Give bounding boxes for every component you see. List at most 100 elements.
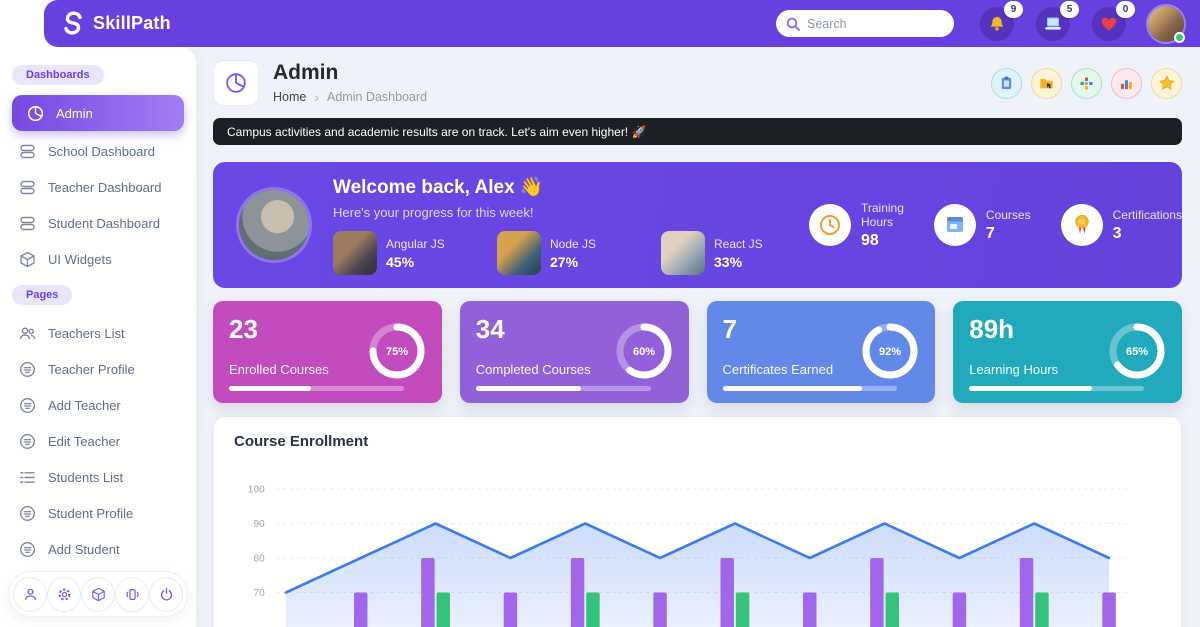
- sidebar-item-label: Teachers List: [48, 325, 125, 341]
- pie-icon: [226, 73, 246, 93]
- skillpath-logo-icon: [64, 10, 82, 35]
- user-avatar[interactable]: [1148, 5, 1185, 43]
- profile-button[interactable]: [13, 576, 47, 612]
- welcome-subtitle: Here's your progress for this week!: [333, 205, 534, 220]
- welcome-stats: Training Hours 98 Courses 7: [809, 201, 1182, 250]
- sidebar-item-label: Students List: [48, 469, 124, 485]
- search-input[interactable]: [807, 16, 927, 31]
- sidebar-item-add-student[interactable]: Add Student: [0, 531, 196, 567]
- bell-icon: [990, 16, 1004, 31]
- stat-value: 3: [1112, 224, 1122, 242]
- sidebar-item-label: Add Student: [48, 541, 120, 557]
- course-enrollment-chart: 100 90 80 70: [248, 484, 1129, 627]
- stat-card-learning-hours[interactable]: 89h Learning Hours 65%: [953, 301, 1182, 403]
- widgets-button[interactable]: [81, 576, 115, 612]
- stat-label: Certifications: [1112, 207, 1182, 222]
- page-title-iconbox: [213, 60, 259, 106]
- sidebar-item-label: Teacher Profile: [48, 361, 135, 377]
- progress-bar: [229, 386, 404, 391]
- stat-value: 98: [861, 231, 879, 249]
- svg-text:100: 100: [248, 484, 265, 495]
- sidebar-item-label: Teacher Dashboard: [48, 179, 162, 195]
- color-plus-icon: [1080, 76, 1093, 90]
- sidebar-item-teacher-dashboard[interactable]: Teacher Dashboard: [0, 169, 196, 205]
- window-icon: [933, 204, 976, 246]
- breadcrumb-current: Admin Dashboard: [327, 89, 428, 104]
- sidebar-item-student-dashboard[interactable]: Student Dashboard: [0, 205, 196, 241]
- breadcrumb-home[interactable]: Home: [273, 89, 307, 104]
- course-name: Node JS: [550, 236, 597, 251]
- page-title: Admin: [273, 61, 339, 85]
- circle-lines-icon: [19, 505, 36, 521]
- page-header: Admin Home › Admin Dashboard: [213, 59, 1182, 107]
- welcome-title: Welcome back, Alex 👋: [333, 177, 544, 198]
- stat-card-value: 7: [722, 314, 737, 344]
- stat-card-certificates-earned[interactable]: 7 Certificates Earned 92%: [706, 301, 936, 403]
- stack-icon: [20, 216, 35, 230]
- pie-icon: [27, 105, 44, 121]
- stat-card-label: Certificates Earned: [722, 362, 834, 377]
- stat-label: Courses: [985, 207, 1031, 222]
- notifications-button[interactable]: 9: [980, 0, 1023, 41]
- svg-text:80: 80: [254, 553, 265, 564]
- course-progress-node[interactable]: Node JS 27%: [497, 231, 645, 275]
- circle-lines-icon: [19, 361, 36, 377]
- progress-bar: [969, 386, 1144, 391]
- sidebar-section-pages: Pages: [12, 285, 73, 305]
- settings-button[interactable]: [47, 576, 81, 612]
- course-thumbnail: [661, 231, 705, 275]
- sidebar-item-school-dashboard[interactable]: School Dashboard: [0, 133, 196, 169]
- files-action-button[interactable]: [1031, 67, 1062, 99]
- donut-progress: 75%: [369, 323, 425, 379]
- svg-text:90: 90: [254, 519, 265, 530]
- brand-logo[interactable]: SkillPath: [60, 10, 171, 37]
- sidebar-item-teacher-profile[interactable]: Teacher Profile: [0, 351, 196, 387]
- corner-tab: [0, 0, 48, 47]
- course-name: Angular JS: [386, 236, 445, 251]
- messages-button[interactable]: 5: [1036, 0, 1079, 41]
- online-status-dot: [1174, 31, 1185, 43]
- stat-card-value: 23: [229, 314, 258, 344]
- sidebar-item-edit-teacher[interactable]: Edit Teacher: [0, 423, 196, 459]
- stat-card-completed-courses[interactable]: 34 Completed Courses 60%: [459, 301, 689, 403]
- sidebar-item-teachers-list[interactable]: Teachers List: [0, 315, 196, 351]
- course-progress-react[interactable]: React JS 33%: [661, 231, 809, 275]
- sidebar-item-ui-widgets[interactable]: UI Widgets: [0, 241, 196, 277]
- stat-card-value: 34: [475, 314, 505, 344]
- stat-card-label: Enrolled Courses: [229, 362, 329, 377]
- stat-cards-row: 23 Enrolled Courses 75% 34 Completed Cou…: [213, 301, 1182, 403]
- power-button[interactable]: [149, 576, 183, 612]
- sidebar-item-add-teacher[interactable]: Add Teacher: [0, 387, 196, 423]
- course-name: React JS: [714, 236, 763, 251]
- sidebar-item-student-profile[interactable]: Student Profile: [0, 495, 196, 531]
- svg-text:75%: 75%: [386, 346, 408, 358]
- vibrate-button[interactable]: [115, 576, 149, 612]
- folder-cursor-icon: [1040, 78, 1053, 89]
- stat-card-enrolled-courses[interactable]: 23 Enrolled Courses 75%: [213, 301, 442, 403]
- donut-progress: 92%: [862, 323, 918, 379]
- progress-bar: [722, 386, 898, 391]
- analytics-action-button[interactable]: [1111, 67, 1142, 99]
- favorites-button[interactable]: 0: [1092, 0, 1135, 41]
- person-icon: [24, 588, 36, 600]
- notes-action-button[interactable]: [991, 67, 1022, 99]
- search-bar[interactable]: [776, 10, 954, 37]
- brand-name: SkillPath: [93, 13, 171, 33]
- course-percent: 33%: [714, 253, 743, 270]
- bar-chart-icon: [1121, 79, 1132, 89]
- sidebar-item-admin[interactable]: Admin: [12, 95, 184, 131]
- welcome-courses: Angular JS 45% Node JS 27% React JS 33: [333, 231, 809, 275]
- phone-vibrate-icon: [125, 588, 139, 600]
- stat-courses: Courses 7: [933, 201, 1031, 250]
- gear-icon: [58, 588, 70, 600]
- chart-title: Course Enrollment: [234, 433, 369, 450]
- list-icon: [20, 471, 35, 483]
- course-enrollment-card: Course Enrollment 100 90 80 70: [213, 416, 1182, 627]
- course-progress-angular[interactable]: Angular JS 45%: [333, 231, 481, 275]
- sidebar-item-label: Student Dashboard: [48, 215, 161, 231]
- add-widget-action-button[interactable]: [1071, 67, 1102, 99]
- favorites-action-button[interactable]: [1151, 67, 1182, 99]
- star-icon: [1158, 75, 1175, 90]
- sidebar-item-students-list[interactable]: Students List: [0, 459, 196, 495]
- svg-text:92%: 92%: [879, 346, 901, 358]
